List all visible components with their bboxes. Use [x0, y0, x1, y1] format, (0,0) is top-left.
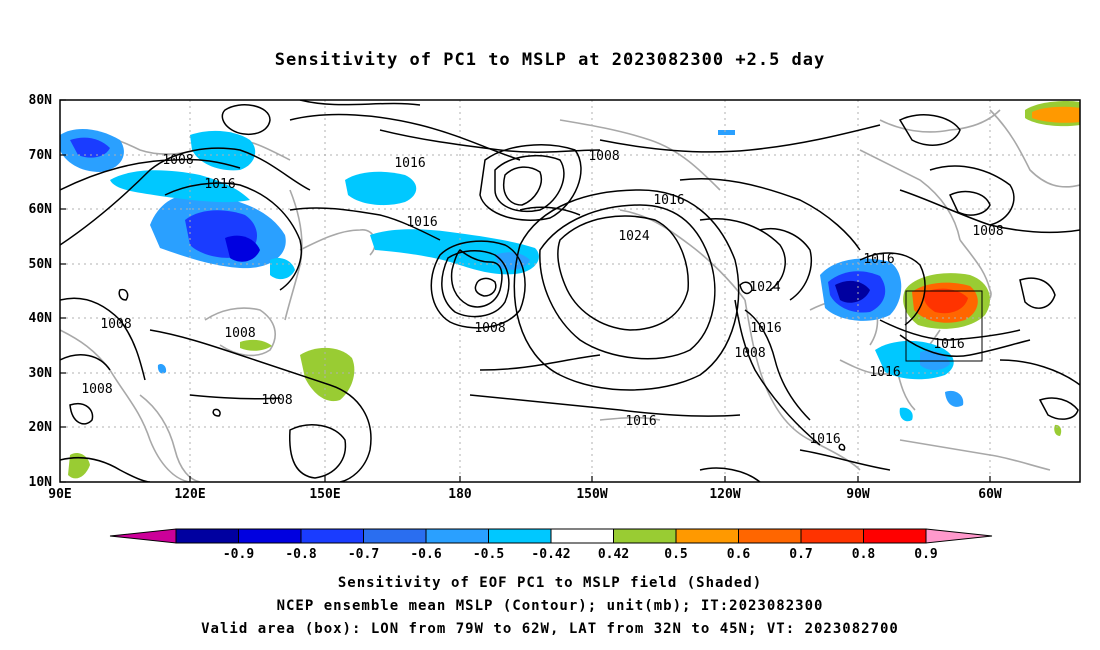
colorbar-label: 0.8 [852, 547, 876, 562]
colorbar-swatch [363, 528, 427, 544]
pos-blob-india [68, 453, 90, 479]
lon-tick-label: 150E [309, 487, 340, 502]
colorbar: -0.9 -0.8 -0.7 -0.6 -0.5 -0.42 0.42 0.5 0.6 0.7 0.… [109, 528, 993, 562]
footer-line-3: Valid area (box): LON from 79W to 62W, L… [201, 621, 899, 637]
neg-blob-japan [270, 258, 295, 280]
colorbar-label: -0.8 [285, 547, 316, 562]
lat-tick-label: 80N [29, 93, 53, 108]
colorbar-label: 0.42 [598, 547, 629, 562]
contour-label: 1016 [933, 337, 964, 352]
colorbar-label: 0.7 [789, 547, 812, 562]
lat-tick-label: 30N [29, 366, 53, 381]
neg-deep-greatlakes [835, 280, 870, 303]
contour-label: 1016 [394, 156, 425, 171]
neg-blob-kamchatka [345, 171, 417, 206]
contour-label: 1008 [224, 326, 255, 341]
lat-tick-label: 10N [29, 475, 53, 490]
lon-tick-label: 150W [576, 487, 607, 502]
contour-label: 1016 [406, 215, 437, 230]
lat-tick-label: 70N [29, 148, 53, 163]
contour-label: 1016 [869, 365, 900, 380]
lon-tick-label: 60W [978, 487, 1002, 502]
contour-labels: 1008 1016 1008 1016 1016 1016 1024 1008 … [81, 149, 1003, 447]
lon-tick-label: 180 [448, 487, 472, 502]
grid-lines [60, 100, 1080, 482]
contour-label: 1008 [100, 317, 131, 332]
contour-label: 1024 [618, 229, 649, 244]
neg-blob-arctic [190, 130, 256, 171]
neg-blob-siberia [110, 170, 250, 203]
colorbar-swatch [175, 528, 239, 544]
colorbar-swatch [425, 528, 489, 544]
contour-label: 1008 [588, 149, 619, 164]
tick-marks [60, 99, 991, 483]
lon-tick-label: 90W [846, 487, 870, 502]
contour-label: 1016 [204, 177, 235, 192]
colorbar-label: -0.42 [531, 547, 570, 562]
colorbar-swatch [238, 528, 302, 544]
colorbar-max-arrow [925, 528, 993, 544]
colorbar-swatch [800, 528, 864, 544]
pos-deep-atlantic [924, 288, 968, 314]
contour-label: 1016 [625, 414, 656, 429]
latitude-labels: 80N 70N 60N 50N 40N 30N 20N 10N [29, 93, 53, 490]
colorbar-label: 0.9 [914, 547, 937, 562]
pos-dot-1 [1054, 424, 1062, 436]
contour-label: 1008 [474, 321, 505, 336]
lon-tick-label: 120E [174, 487, 205, 502]
colorbar-label: 0.5 [664, 547, 687, 562]
pos-core-greenland [1032, 106, 1080, 123]
longitude-labels: 90E 120E 150E 180 150W 120W 90W 60W [48, 487, 1002, 502]
colorbar-swatch [675, 528, 739, 544]
sensitivity-shading [60, 100, 1080, 479]
colorbar-swatch [863, 528, 927, 544]
contour-label: 1008 [261, 393, 292, 408]
footer-line-2: NCEP ensemble mean MSLP (Contour); unit(… [276, 598, 824, 614]
colorbar-swatch [613, 528, 677, 544]
contour-label: 1008 [734, 346, 765, 361]
lat-tick-label: 20N [29, 420, 53, 435]
colorbar-swatch [300, 528, 364, 544]
colorbar-swatch [550, 528, 614, 544]
mslp-contours [60, 100, 1080, 482]
neg-core-west [70, 137, 110, 158]
lon-tick-label: 120W [709, 487, 740, 502]
contour-label: 1024 [749, 280, 780, 295]
lat-tick-label: 40N [29, 311, 53, 326]
valid-area-box [905, 290, 983, 362]
lon-tick-label: 90E [48, 487, 71, 502]
contour-label: 1008 [972, 224, 1003, 239]
colorbar-min-arrow [109, 528, 177, 544]
neg-blob-carib [945, 390, 964, 407]
colorbar-label: 0.6 [727, 547, 751, 562]
colorbar-swatch [488, 528, 552, 544]
neg-dot-3 [899, 407, 913, 422]
contour-label: 1016 [750, 321, 781, 336]
neg-dot-1 [157, 363, 167, 374]
neg-dot-2 [718, 130, 735, 135]
colorbar-label: -0.6 [410, 547, 441, 562]
colorbar-label: -0.7 [348, 547, 379, 562]
map-title: Sensitivity of PC1 to MSLP at 2023082300… [274, 50, 826, 70]
contour-label: 1016 [863, 252, 894, 267]
neg-deep-asia [225, 235, 260, 262]
pos-blob-korea [240, 339, 272, 351]
contour-label: 1016 [809, 432, 840, 447]
plot-frame [59, 99, 1081, 483]
colorbar-label: -0.9 [223, 547, 254, 562]
pos-blob-wpac [300, 347, 355, 402]
contour-label: 1016 [653, 193, 684, 208]
colorbar-label: -0.5 [473, 547, 504, 562]
footer-line-1: Sensitivity of EOF PC1 to MSLP field (Sh… [337, 575, 763, 591]
colorbar-swatch [738, 528, 802, 544]
contour-label: 1008 [81, 382, 112, 397]
lat-tick-label: 50N [29, 257, 53, 272]
contour-label: 1008 [162, 153, 193, 168]
lat-tick-label: 60N [29, 202, 53, 217]
